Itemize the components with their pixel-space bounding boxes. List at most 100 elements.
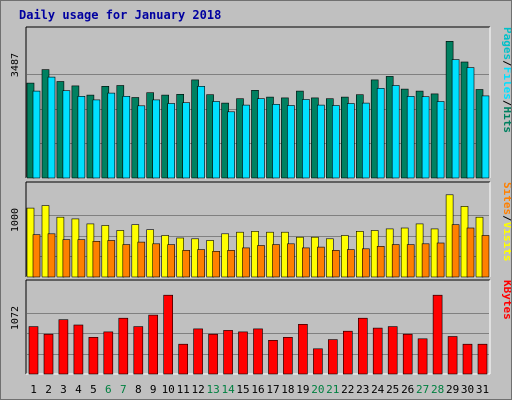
bar-sites-10 <box>167 244 175 278</box>
bar-files-2 <box>47 76 56 179</box>
bar-sites-3 <box>62 239 71 278</box>
bar-kbytes-12 <box>193 328 203 375</box>
x-tick-label-31: 31 <box>476 383 489 396</box>
bar-files-30 <box>466 67 475 179</box>
bar-files-8 <box>137 105 146 179</box>
bar-files-22 <box>346 103 355 179</box>
bar-files-21 <box>331 105 340 179</box>
bar-kbytes-4 <box>73 324 84 375</box>
bar-sites-31 <box>481 235 490 278</box>
x-tick-label-10: 10 <box>162 383 175 396</box>
bar-kbytes-29 <box>447 336 458 375</box>
bar-sites-27 <box>421 243 430 278</box>
x-tick-label-16: 16 <box>251 383 264 396</box>
bar-kbytes-18 <box>283 336 293 375</box>
x-tick-label-30: 30 <box>461 383 474 396</box>
bar-kbytes-3 <box>58 319 69 375</box>
x-tick-label-27: 27 <box>416 383 429 396</box>
x-tick-label-26: 26 <box>401 383 414 396</box>
bar-sites-14 <box>227 250 235 278</box>
bar-files-29 <box>451 59 460 179</box>
axis-max-kbytes: 1072 <box>10 306 21 330</box>
bar-files-24 <box>376 88 385 179</box>
x-tick-label-25: 25 <box>386 383 399 396</box>
x-tick-label-5: 5 <box>90 383 97 396</box>
bar-files-13 <box>212 101 220 179</box>
bar-files-11 <box>182 102 190 179</box>
bar-sites-18 <box>287 243 295 278</box>
bar-sites-13 <box>212 251 220 278</box>
bar-kbytes-22 <box>342 330 353 375</box>
bar-files-14 <box>227 111 235 179</box>
x-tick-label-4: 4 <box>75 383 82 396</box>
x-tick-label-12: 12 <box>191 383 204 396</box>
x-tick-label-3: 3 <box>60 383 67 396</box>
bar-files-3 <box>62 90 71 179</box>
x-tick-label-17: 17 <box>266 383 279 396</box>
x-tick-label-9: 9 <box>150 383 157 396</box>
legend-entry: / <box>501 215 511 222</box>
bar-sites-24 <box>376 246 385 278</box>
panel-visits: 1000 Sites/Visits <box>10 181 511 278</box>
x-tick-label-22: 22 <box>341 383 354 396</box>
bar-kbytes-8 <box>133 326 144 375</box>
bar-sites-17 <box>272 244 280 278</box>
bar-kbytes-20 <box>313 348 323 375</box>
bar-kbytes-13 <box>208 333 218 375</box>
legend-entry: KBytes <box>501 280 511 320</box>
bar-sites-1 <box>32 234 41 278</box>
bar-kbytes-31 <box>477 343 488 375</box>
bar-files-9 <box>152 99 160 179</box>
bar-sites-28 <box>436 242 445 278</box>
bar-files-25 <box>391 85 400 179</box>
x-tick-label-14: 14 <box>221 383 235 396</box>
bar-kbytes-24 <box>372 327 383 375</box>
bar-sites-11 <box>182 250 190 278</box>
bar-files-7 <box>122 96 131 179</box>
x-tick-label-8: 8 <box>135 383 142 396</box>
bar-kbytes-30 <box>462 343 473 375</box>
bar-sites-8 <box>137 241 146 278</box>
legend-entry: / <box>501 60 511 67</box>
legend-entry: Hits <box>501 107 511 134</box>
x-tick-label-1: 1 <box>30 383 37 396</box>
bar-kbytes-27 <box>417 338 428 375</box>
bar-sites-25 <box>391 244 400 278</box>
x-tick-label-7: 7 <box>120 383 127 396</box>
bar-sites-26 <box>406 244 415 278</box>
bar-kbytes-16 <box>253 328 263 375</box>
legend-usage: Pages/Files/Hits <box>501 27 511 133</box>
bar-sites-22 <box>346 249 355 278</box>
bar-files-28 <box>436 101 445 179</box>
bar-files-16 <box>257 98 265 179</box>
bar-kbytes-2 <box>43 333 54 375</box>
bar-kbytes-6 <box>103 331 114 375</box>
bar-files-23 <box>361 102 370 179</box>
legend-entry: Pages <box>501 27 511 60</box>
bar-sites-4 <box>77 239 86 278</box>
bar-sites-5 <box>92 241 101 278</box>
x-tick-label-29: 29 <box>446 383 459 396</box>
bar-sites-23 <box>361 248 370 278</box>
bar-sites-2 <box>47 233 56 278</box>
bar-sites-20 <box>317 246 325 278</box>
bar-sites-16 <box>257 245 265 278</box>
x-tick-label-24: 24 <box>371 383 385 396</box>
bar-kbytes-1 <box>28 326 39 375</box>
bar-files-20 <box>317 104 325 179</box>
bar-files-10 <box>167 103 175 179</box>
bar-files-12 <box>197 86 205 179</box>
bar-kbytes-25 <box>387 326 398 375</box>
bar-kbytes-23 <box>357 317 368 375</box>
legend-entry: Files <box>501 67 511 100</box>
bar-kbytes-26 <box>402 333 413 375</box>
bar-sites-7 <box>122 244 131 278</box>
bar-kbytes-15 <box>238 331 248 375</box>
bar-files-4 <box>77 96 86 179</box>
bar-sites-19 <box>302 247 310 278</box>
bar-sites-9 <box>152 243 160 278</box>
bar-files-27 <box>421 96 430 179</box>
